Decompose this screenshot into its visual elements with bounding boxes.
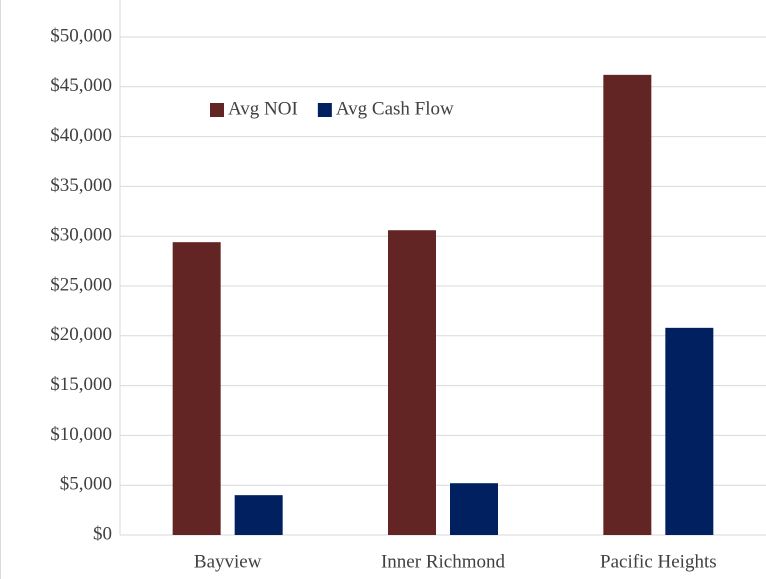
y-tick-label: $30,000: [50, 225, 112, 246]
bar: [603, 74, 652, 536]
x-tick-label: Pacific Heights: [600, 551, 717, 572]
y-tick-label: $25,000: [50, 274, 112, 295]
y-tick-label: $45,000: [50, 75, 112, 96]
y-tick-label: $15,000: [50, 374, 112, 395]
legend-swatch: [317, 103, 332, 117]
bar: [388, 230, 436, 535]
bar: [665, 327, 714, 535]
x-tick-label: Bayview: [194, 551, 262, 572]
x-tick-label: Inner Richmond: [381, 551, 506, 572]
y-tick-label: $20,000: [50, 324, 112, 345]
legend-label: Avg Cash Flow: [336, 98, 454, 119]
bar: [450, 483, 498, 535]
bar: [172, 242, 221, 535]
y-tick-label: $40,000: [50, 125, 112, 146]
y-tick-label: $10,000: [50, 424, 112, 445]
y-tick-label: $5,000: [60, 474, 112, 495]
y-tick-label: $35,000: [50, 175, 112, 196]
legend-label: Avg NOI: [228, 98, 298, 119]
legend-swatch: [210, 103, 224, 117]
bar: [234, 495, 283, 535]
y-tick-label: $50,000: [50, 25, 112, 46]
y-tick-label: $0: [93, 523, 112, 544]
